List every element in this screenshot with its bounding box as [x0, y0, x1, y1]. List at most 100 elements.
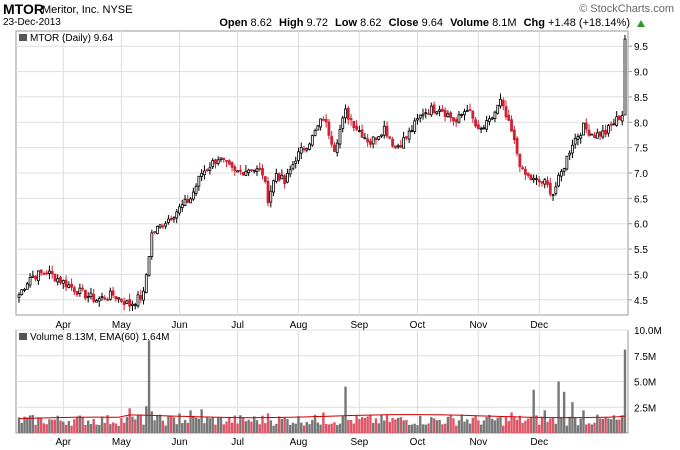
volume-bar: [103, 423, 106, 433]
price-candle: [241, 171, 245, 176]
price-candle: [377, 136, 381, 140]
up-arrow-icon: [637, 20, 645, 27]
volume-bar: [560, 417, 563, 433]
price-candle: [559, 171, 563, 177]
price-candle: [186, 199, 190, 203]
price-candle: [488, 118, 491, 122]
volume-bar: [377, 423, 380, 433]
volume-bar: [228, 416, 231, 433]
volume-bar: [385, 415, 389, 433]
price-tick-label: 4.5: [634, 296, 648, 307]
volume-bar: [316, 422, 320, 433]
price-candle: [305, 148, 309, 151]
volume-bar: [73, 419, 76, 433]
volume-bar: [405, 419, 408, 433]
volume-bar: [247, 419, 250, 433]
volume-bar: [394, 419, 397, 433]
price-candle: [216, 159, 220, 164]
price-candle: [319, 118, 323, 128]
volume-bar: [200, 409, 203, 433]
volume-bar: [266, 413, 270, 433]
volume-bar: [167, 416, 170, 433]
price-candle: [89, 292, 93, 298]
volume-bar: [205, 417, 209, 433]
price-candle: [562, 168, 566, 172]
price-candle: [272, 180, 275, 193]
volume-bar: [311, 419, 314, 433]
volume-bar: [158, 414, 162, 433]
volume-value: 8.1M: [492, 17, 517, 29]
volume-bar: [452, 418, 455, 433]
volume-bar: [457, 420, 461, 433]
volume-bar: [621, 415, 624, 433]
volume-bars: [17, 340, 627, 433]
volume-bar: [421, 424, 425, 433]
volume-bar: [510, 412, 513, 433]
price-tick-label: 9.0: [634, 68, 648, 79]
price-candle: [222, 157, 226, 160]
volume-bar: [34, 424, 37, 433]
volume-bar: [283, 417, 286, 433]
volume-bar: [128, 408, 131, 433]
price-candle: [95, 300, 98, 303]
volume-bar: [280, 419, 284, 433]
price-candle: [269, 190, 273, 203]
volume-bar: [388, 422, 391, 433]
price-candle: [45, 272, 49, 275]
volume-bar: [344, 386, 347, 433]
volume-tick-label: 7.5M: [634, 352, 656, 363]
volume-bar: [255, 420, 259, 433]
volume-bar: [53, 419, 57, 433]
price-candle: [247, 169, 251, 174]
volume-bar: [549, 418, 552, 433]
volume-axis-ticks: 2.5M 5.0M 7.5M 10.0M: [634, 326, 662, 414]
brand-logo[interactable]: © StockCharts.com: [579, 3, 674, 15]
volume-bar: [264, 423, 267, 433]
price-candle: [97, 298, 101, 302]
price-candle: [313, 130, 317, 137]
volume-bar: [70, 425, 73, 433]
volume-bar: [109, 424, 112, 433]
price-candle: [277, 173, 281, 181]
volume-bar: [125, 416, 129, 433]
price-candle: [352, 120, 356, 129]
price-candle: [261, 168, 264, 176]
volume-bar: [482, 420, 486, 433]
volume-bar: [604, 417, 607, 433]
price-candle: [161, 225, 165, 228]
volume-bar: [56, 415, 59, 433]
volume-bar: [430, 417, 433, 433]
volume-bar: [275, 423, 278, 433]
volume-bar: [302, 425, 306, 433]
price-axis-ticks: 4.5 5.0 5.5 6.0 6.5 7.0 7.5 8.0 8.5 9.0 9.5: [628, 42, 648, 307]
price-candle: [214, 159, 217, 165]
price-candle: [346, 107, 350, 120]
price-candle: [554, 186, 558, 194]
price-candle: [39, 269, 43, 274]
volume-bar: [145, 406, 148, 433]
volume-bar: [347, 419, 350, 433]
volume-bar: [488, 414, 491, 433]
volume-bar: [590, 424, 593, 433]
volume-bar: [169, 415, 173, 433]
price-candle: [70, 283, 73, 288]
volume-bar: [496, 417, 499, 433]
volume-bar: [122, 422, 126, 433]
price-candle: [133, 304, 137, 307]
volume-bar: [538, 424, 541, 433]
price-candle: [236, 170, 240, 173]
volume-bar: [582, 410, 585, 433]
volume-bar: [338, 423, 342, 433]
volume-bar: [612, 415, 616, 433]
price-candle: [283, 175, 287, 184]
price-candle: [238, 169, 242, 172]
volume-bar: [161, 420, 165, 433]
volume-bar: [565, 425, 569, 433]
volume-bar: [305, 421, 308, 433]
volume-bar: [294, 423, 297, 433]
volume-bar: [147, 340, 151, 433]
price-candle: [357, 130, 361, 132]
price-candle: [191, 191, 195, 200]
month-label-volume: Dec: [530, 437, 548, 448]
volume-bar: [81, 416, 84, 433]
